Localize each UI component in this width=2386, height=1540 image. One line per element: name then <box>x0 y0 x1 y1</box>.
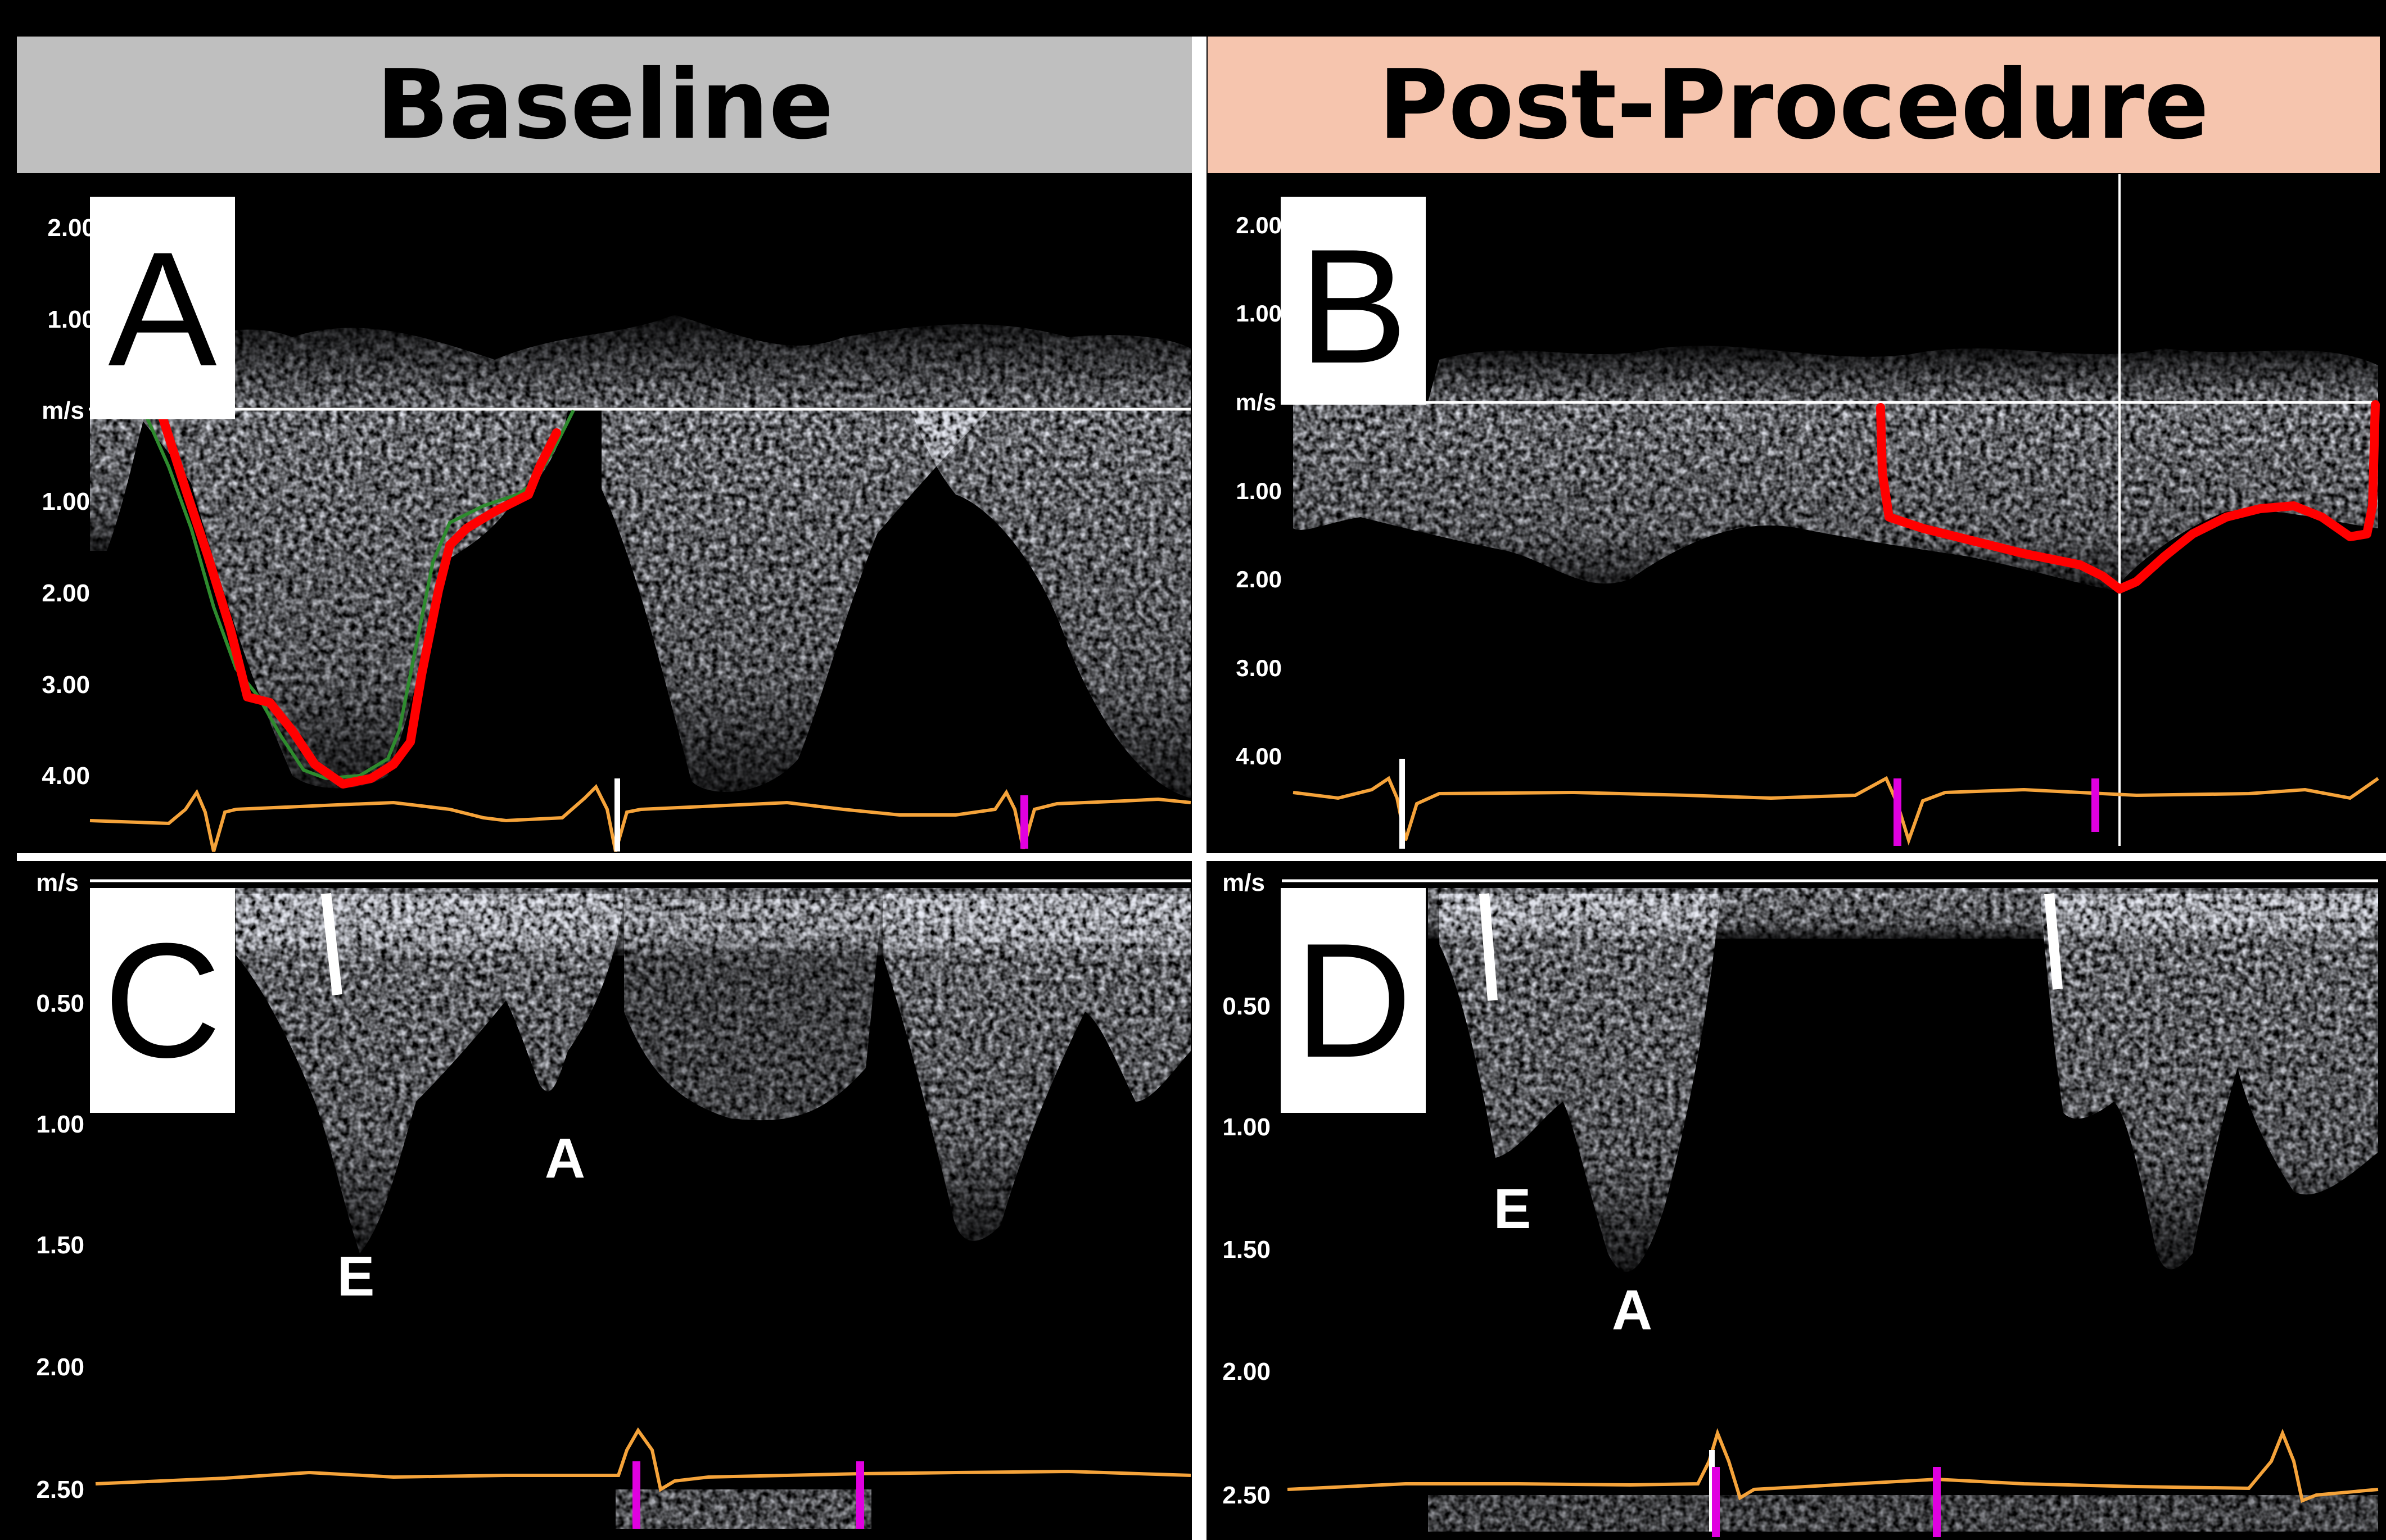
panel-d-label-box <box>1281 888 1426 1113</box>
panel-a-label: A <box>108 218 218 400</box>
panel-c-tick-5: 2.50 <box>36 1476 84 1503</box>
panel-a-tick-neg-1: 1.00 <box>42 488 90 515</box>
panel-c-mitral-inflow-2 <box>883 894 1191 1241</box>
panel-a-tick-neg-2: 2.00 <box>42 579 90 607</box>
panel-c-bottom-band <box>616 1489 871 1529</box>
panel-c: m/s 0.50 1.00 1.50 2.00 2.50 C E A <box>36 869 1191 1529</box>
panel-a-label-box <box>90 197 235 419</box>
panel-d-unit: m/s <box>1222 869 1265 896</box>
panel-c-tick-2: 1.00 <box>36 1111 84 1138</box>
panel-d-tick-5: 2.50 <box>1222 1482 1271 1509</box>
panel-a-unit: m/s <box>42 397 84 424</box>
post-procedure-header: Post-Procedure <box>1208 37 2380 173</box>
panel-c-a-wave-label: A <box>545 1127 585 1190</box>
panel-d-tick-4: 2.00 <box>1222 1358 1271 1385</box>
panel-d-bottom-haze <box>1428 1495 2378 1532</box>
panel-b-label: B <box>1299 215 1407 397</box>
panel-d: m/s 0.50 1.00 1.50 2.00 2.50 D E A <box>1222 869 2379 1537</box>
panel-c-mid-haze <box>624 899 883 1121</box>
panel-d-mitral-inflow-2 <box>2041 894 2378 1270</box>
baseline-header-text: Baseline <box>376 49 834 161</box>
panel-c-unit: m/s <box>36 869 79 896</box>
panel-d-mitral-inflow-1 <box>1439 894 1720 1272</box>
panel-a-doppler-fill-left <box>90 410 146 551</box>
panel-c-tick-3: 1.50 <box>36 1231 84 1259</box>
baseline-header: Baseline <box>17 37 1193 173</box>
panel-a-tick-pos-2: 2.00 <box>47 214 96 242</box>
panel-b-doppler-envelope <box>1293 404 2378 590</box>
panel-b-tick-neg-1: 1.00 <box>1236 478 1282 504</box>
panel-b-unit: m/s <box>1236 389 1276 415</box>
panel-b-ecg-trace <box>1293 776 2379 846</box>
panel-d-e-wave-label: E <box>1494 1177 1531 1240</box>
horizontal-divider-left <box>17 853 1192 861</box>
panel-b-tick-pos-2: 2.00 <box>1236 212 1282 238</box>
panel-d-label: D <box>1294 909 1412 1091</box>
panel-a-tick-neg-3: 3.00 <box>42 671 90 699</box>
panel-b-tick-neg-4: 4.00 <box>1236 743 1282 769</box>
panel-b-tick-neg-2: 2.00 <box>1236 566 1282 592</box>
panel-b-positive-flow <box>1428 346 2378 402</box>
panel-d-e-wave-spike <box>1479 893 1498 1001</box>
panel-d-tick-3: 1.50 <box>1222 1236 1271 1263</box>
panel-c-ecg-trace <box>95 1427 1191 1492</box>
panel-a: 2.00 1.00 m/s 1.00 2.00 3.00 4.00 A <box>42 197 1191 852</box>
horizontal-divider-right <box>1206 853 2386 861</box>
panel-d-velocity-scale: m/s 0.50 1.00 1.50 2.00 2.50 <box>1222 869 1271 1509</box>
panel-d-ecg-trace <box>1287 1428 2379 1503</box>
panel-a-auto-trace <box>144 409 575 781</box>
panel-a-positive-flow <box>90 315 1191 407</box>
vertical-divider <box>1192 37 1206 1540</box>
panel-b-tick-pos-1: 1.00 <box>1236 300 1282 327</box>
panel-c-velocity-scale: m/s 0.50 1.00 1.50 2.00 2.50 <box>36 869 84 1503</box>
panel-c-tick-4: 2.00 <box>36 1353 84 1381</box>
panel-c-mitral-inflow-1 <box>236 894 624 1253</box>
panel-a-velocity-scale: 2.00 1.00 m/s 1.00 2.00 3.00 4.00 <box>42 214 96 790</box>
panel-a-doppler-envelope-2 <box>602 410 989 792</box>
panel-d-tick-2: 1.00 <box>1222 1113 1271 1141</box>
panel-b-label-box <box>1281 197 1426 405</box>
panel-b-tick-neg-3: 3.00 <box>1236 655 1282 681</box>
panel-c-tick-1: 0.50 <box>36 990 84 1017</box>
panel-a-tick-neg-4: 4.00 <box>42 762 90 790</box>
panel-c-e-wave-label: E <box>337 1245 375 1308</box>
panel-a-peak-velocity-trace <box>159 414 561 789</box>
panel-b-velocity-scale: 2.00 1.00 m/s 1.00 2.00 3.00 4.00 <box>1236 212 1282 769</box>
panel-c-e-wave-spike <box>321 893 342 995</box>
panel-d-tick-1: 0.50 <box>1222 993 1271 1020</box>
panel-a-doppler-envelope-3 <box>911 410 1191 798</box>
panel-a-tick-pos-1: 1.00 <box>47 306 96 333</box>
panel-c-label-box <box>90 888 235 1113</box>
panel-a-doppler-envelope-1 <box>135 410 568 789</box>
panel-b: 2.00 1.00 m/s 1.00 2.00 3.00 4.00 B <box>1236 174 2380 849</box>
post-procedure-header-text: Post-Procedure <box>1378 49 2209 161</box>
panel-d-e-wave-spike-2 <box>2044 893 2063 990</box>
panel-d-a-wave-label: A <box>1612 1279 1652 1342</box>
panel-b-peak-velocity-trace <box>1876 400 2380 594</box>
panel-c-label: C <box>103 909 221 1091</box>
